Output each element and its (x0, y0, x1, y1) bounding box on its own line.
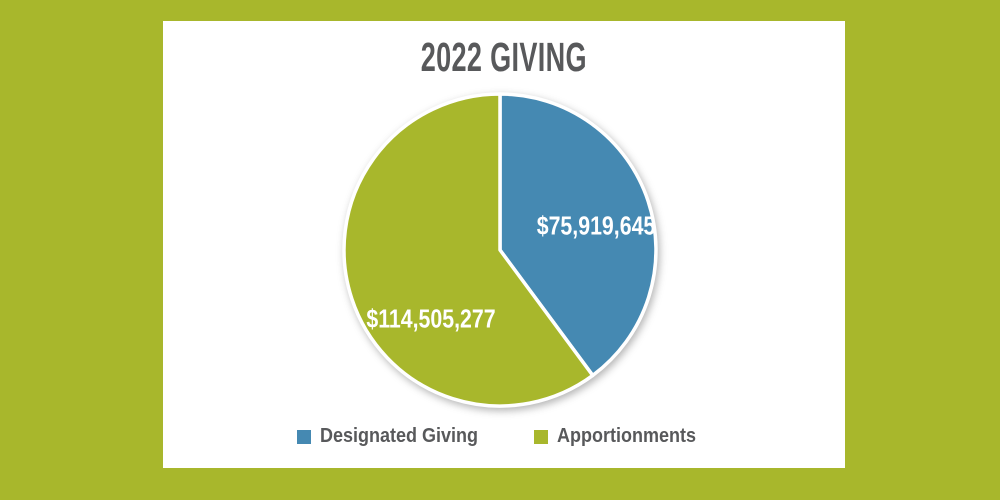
pie-chart (342, 92, 658, 408)
legend-swatch-designated-giving (296, 429, 311, 444)
legend-label-designated-giving: Designated Giving (319, 425, 479, 447)
chart-card: 2022 GIVING $75,919,645 $114,505,277 Des… (163, 21, 845, 468)
legend-label-apportionments: Apportionments (556, 425, 696, 447)
pie-slice-apportionments[interactable] (342, 92, 595, 408)
legend-swatch-apportionments (533, 429, 548, 444)
legend-item-apportionments[interactable]: Apportionments (533, 425, 711, 448)
legend-item-designated-giving[interactable]: Designated Giving (296, 425, 496, 448)
pie-slice-designated-giving[interactable] (498, 92, 658, 378)
legend: Designated Giving Apportionments (163, 425, 845, 448)
chart-title-text: 2022 GIVING (420, 34, 588, 80)
chart-title: 2022 GIVING (163, 34, 845, 80)
